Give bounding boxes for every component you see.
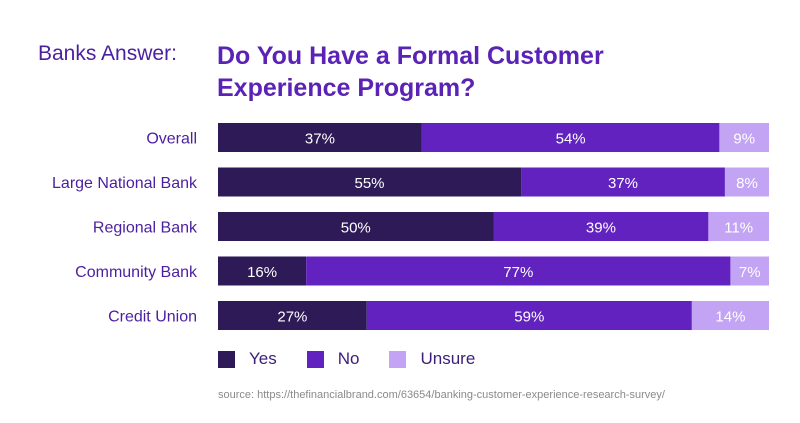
category-label: Overall	[146, 131, 197, 148]
data-label: 54%	[556, 131, 586, 148]
legend-item-yes: Yes	[218, 349, 277, 369]
category-label: Regional Bank	[93, 220, 198, 237]
data-label: 37%	[305, 131, 335, 148]
bar-segment-yes	[218, 301, 367, 330]
category-label: Community Bank	[75, 264, 198, 281]
bar-segment-no	[366, 301, 692, 330]
legend-swatch-unsure	[389, 350, 407, 368]
chart-title: Do You Have a Formal Customer Experience…	[217, 40, 717, 104]
bar-segment-unsure	[691, 301, 769, 330]
bar-segment-no	[421, 123, 720, 152]
category-label: Credit Union	[108, 309, 197, 326]
legend-swatch-no	[306, 350, 324, 368]
bar-segment-no	[521, 167, 725, 197]
category-label: Large National Bank	[52, 175, 198, 192]
pre-title: Banks Answer:	[38, 42, 177, 65]
data-label: 8%	[736, 175, 758, 192]
data-label: 11%	[724, 220, 753, 237]
bar-segment-unsure	[719, 123, 769, 152]
chart-title-line-2: Experience Program?	[217, 74, 476, 102]
legend-item-no: No	[306, 349, 360, 369]
data-label: 14%	[715, 309, 745, 326]
legend-label-unsure: Unsure	[420, 349, 476, 368]
bar-segment-unsure	[724, 167, 769, 197]
data-label: 55%	[355, 175, 385, 192]
bar-segment-yes	[218, 212, 494, 241]
data-label: 7%	[739, 264, 761, 281]
data-label: 77%	[503, 264, 533, 281]
bar-segment-yes	[218, 256, 307, 286]
bar-segment-unsure	[730, 256, 769, 286]
legend-label-yes: Yes	[249, 349, 277, 368]
chart-title-line-1: Do You Have a Formal Customer	[217, 42, 604, 70]
bar-segment-no	[493, 212, 709, 241]
legend-label-no: No	[337, 349, 360, 368]
bar-segment-unsure	[708, 212, 769, 241]
data-label: 37%	[608, 175, 638, 192]
source-note: source: https://thefinancialbrand.com/63…	[218, 389, 665, 401]
data-label: 16%	[247, 264, 277, 281]
legend: Yes No Unsure	[218, 349, 505, 369]
data-label: 59%	[514, 309, 544, 326]
data-label: 39%	[586, 220, 616, 237]
data-label: 50%	[341, 220, 371, 237]
bar-segment-yes	[218, 167, 522, 197]
bar-segment-yes	[218, 123, 422, 152]
data-label: 9%	[733, 131, 755, 148]
legend-item-unsure: Unsure	[389, 349, 475, 369]
data-label: 27%	[277, 309, 307, 326]
bar-segment-no	[306, 256, 731, 286]
legend-swatch-yes	[218, 350, 235, 368]
